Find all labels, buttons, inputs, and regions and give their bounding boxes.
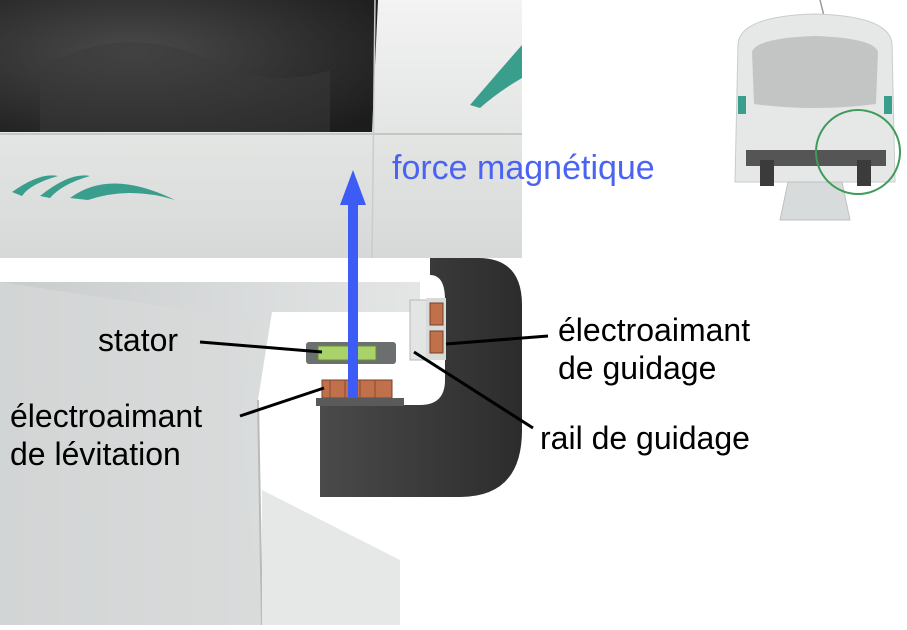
detail-circle	[815, 109, 901, 195]
stator-leader	[199, 340, 323, 354]
levitation-leader	[239, 386, 325, 418]
force-arrow	[340, 170, 366, 398]
accent-stripe	[12, 175, 58, 196]
levitation-coil	[316, 379, 404, 406]
guidance-leader	[445, 334, 549, 346]
guide-rail-label: rail de guidage	[540, 420, 750, 456]
guidance-label-line1: électroaimant	[558, 312, 751, 348]
accent-stripe-top	[470, 45, 522, 108]
levitation-label-line1: électroaimant	[10, 398, 203, 434]
leader-lines	[199, 334, 549, 430]
stator-label: stator	[98, 322, 179, 358]
rail-leader	[413, 350, 534, 430]
vehicle-front-view	[734, 0, 901, 221]
guidance-coil	[426, 298, 446, 360]
force-label: force magnétique	[392, 149, 655, 187]
guidance-label-line2: de guidage	[558, 350, 717, 386]
vehicle-skirt	[0, 282, 420, 626]
levitation-label-line2: de lévitation	[10, 436, 181, 472]
magnet-arm	[320, 258, 522, 497]
vehicle-body	[0, 0, 522, 259]
